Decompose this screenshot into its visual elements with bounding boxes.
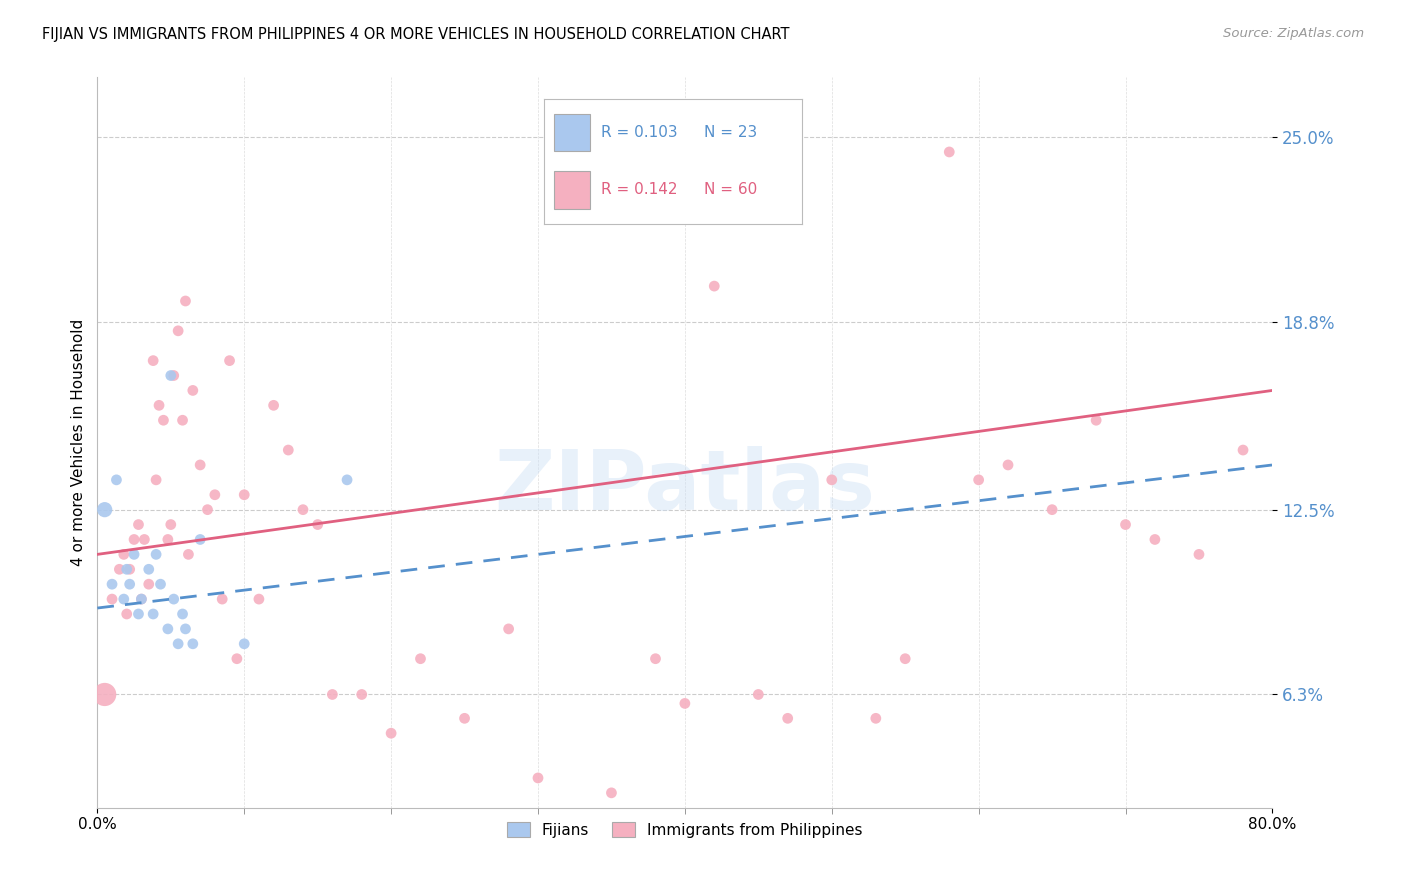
Point: [122, 533, 145, 547]
Point: [218, 353, 240, 368]
Point: [321, 688, 343, 702]
Point: [350, 688, 373, 702]
Point: [134, 533, 156, 547]
Point: [138, 577, 160, 591]
Text: FIJIAN VS IMMIGRANTS FROM PHILIPPINES 4 OR MORE VEHICLES IN HOUSEHOLD CORRELATIO: FIJIAN VS IMMIGRANTS FROM PHILIPPINES 4 …: [42, 27, 790, 42]
Point: [380, 726, 402, 740]
Point: [409, 651, 432, 665]
Point: [188, 458, 211, 472]
Point: [101, 592, 124, 607]
Point: [112, 547, 135, 561]
Point: [307, 517, 329, 532]
Point: [105, 473, 128, 487]
Point: [177, 547, 200, 561]
Text: Source: ZipAtlas.com: Source: ZipAtlas.com: [1223, 27, 1364, 40]
Point: [181, 384, 204, 398]
Point: [127, 607, 149, 621]
Point: [172, 413, 194, 427]
Point: [156, 533, 179, 547]
Point: [145, 473, 167, 487]
Point: [277, 443, 299, 458]
Point: [673, 697, 696, 711]
Point: [174, 293, 197, 308]
Point: [93, 502, 115, 516]
Point: [188, 533, 211, 547]
Point: [131, 592, 153, 607]
Legend: Fijians, Immigrants from Philippines: Fijians, Immigrants from Philippines: [501, 815, 869, 844]
Point: [291, 502, 314, 516]
Y-axis label: 4 or more Vehicles in Household: 4 or more Vehicles in Household: [72, 319, 86, 566]
Point: [159, 517, 181, 532]
Point: [247, 592, 270, 607]
Point: [776, 711, 799, 725]
Point: [152, 413, 174, 427]
Point: [967, 473, 990, 487]
Point: [127, 517, 149, 532]
Point: [997, 458, 1019, 472]
Point: [498, 622, 520, 636]
Point: [148, 398, 170, 412]
Point: [204, 488, 226, 502]
Point: [159, 368, 181, 383]
Point: [118, 577, 141, 591]
Point: [747, 688, 769, 702]
Point: [453, 711, 475, 725]
Point: [156, 622, 179, 636]
Point: [1143, 533, 1166, 547]
Point: [197, 502, 219, 516]
Point: [1188, 547, 1211, 561]
Point: [894, 651, 917, 665]
Point: [211, 592, 233, 607]
Point: [174, 622, 197, 636]
Point: [263, 398, 285, 412]
Point: [172, 607, 194, 621]
Point: [865, 711, 887, 725]
Point: [149, 577, 172, 591]
Point: [1085, 413, 1108, 427]
Point: [1232, 443, 1254, 458]
Point: [336, 473, 359, 487]
Point: [131, 592, 153, 607]
Point: [1040, 502, 1063, 516]
Point: [138, 562, 160, 576]
Point: [118, 562, 141, 576]
Point: [93, 688, 115, 702]
Point: [112, 592, 135, 607]
Point: [233, 488, 256, 502]
Point: [1115, 517, 1137, 532]
Point: [145, 547, 167, 561]
Point: [600, 786, 623, 800]
Point: [142, 607, 165, 621]
Point: [142, 353, 165, 368]
Point: [101, 577, 124, 591]
Point: [122, 547, 145, 561]
Point: [167, 324, 190, 338]
Point: [163, 592, 186, 607]
Text: ZIPatlas: ZIPatlas: [495, 446, 876, 527]
Point: [115, 562, 138, 576]
Point: [115, 607, 138, 621]
Point: [108, 562, 131, 576]
Point: [167, 637, 190, 651]
Point: [938, 145, 960, 159]
Point: [821, 473, 844, 487]
Point: [233, 637, 256, 651]
Point: [703, 279, 725, 293]
Point: [225, 651, 247, 665]
Point: [527, 771, 550, 785]
Point: [644, 651, 666, 665]
Point: [181, 637, 204, 651]
Point: [163, 368, 186, 383]
